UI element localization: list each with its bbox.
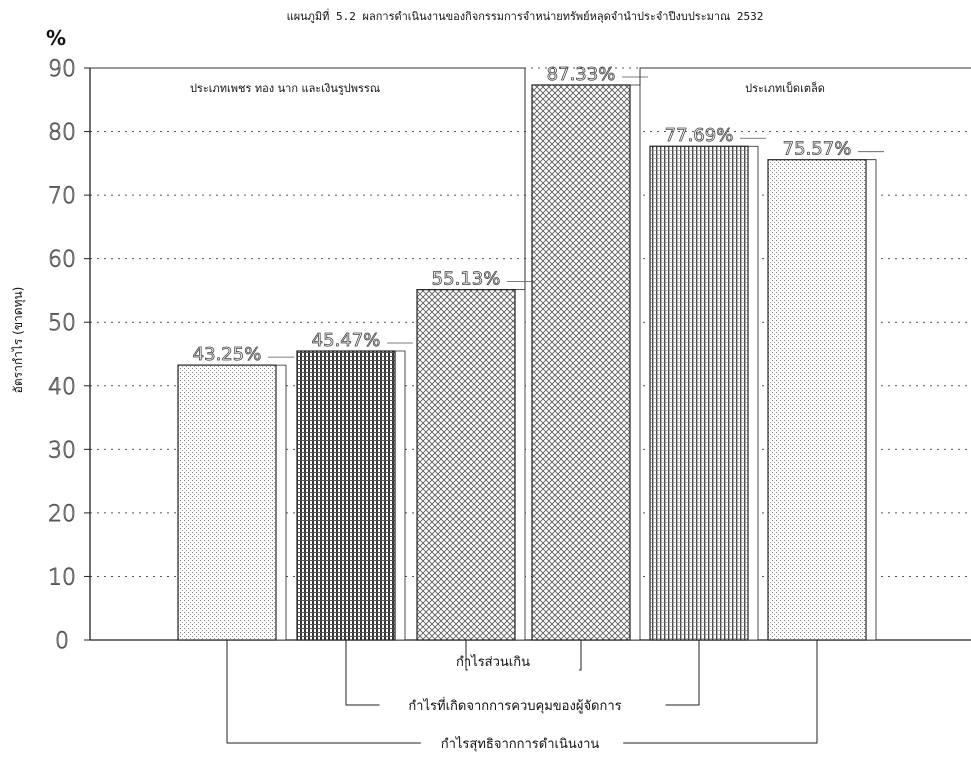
- bar-side-1: [394, 350, 406, 641]
- bar-side-5: [865, 159, 877, 641]
- bracket-label-net-operating-profit: กำไรสุทธิจากการดำเนินงาน: [441, 736, 600, 752]
- y-tick-label-30: 30: [48, 438, 76, 463]
- bar-side-4: [747, 145, 759, 641]
- y-unit-symbol: %: [46, 26, 66, 50]
- y-tick-label-40: 40: [48, 375, 76, 400]
- y-axis-label: อัตรากำไร (ขาดทุน): [11, 287, 26, 394]
- bracket-left-0: [465, 640, 468, 671]
- y-tick-label-60: 60: [48, 248, 76, 273]
- value-label-4: 77.69%: [665, 125, 734, 146]
- bar-2: [416, 289, 516, 641]
- bar-side-2: [514, 289, 526, 641]
- bracket-right-2: [623, 640, 818, 744]
- value-labels: 43.25% 45.47% 55.13% 87.33% 77.69% 75.57%: [192, 64, 884, 366]
- bracket-label-surplus-profit: กำไรส่วนเกิน: [456, 654, 530, 670]
- y-tick-label-50: 50: [48, 311, 76, 336]
- value-label-2: 55.13%: [432, 269, 501, 290]
- bar-4: [649, 145, 749, 641]
- panel-frame-right: [639, 67, 971, 85]
- chart-title: แผนภูมิที่ 5.2 ผลการดำเนินงานของกิจกรรมก…: [287, 8, 764, 23]
- value-label-0: 43.25%: [193, 344, 262, 365]
- bracket-right-0: [579, 640, 582, 671]
- bar-1: [296, 350, 396, 641]
- bar-5: [767, 159, 867, 641]
- value-label-1: 45.47%: [312, 330, 381, 351]
- bracket-left-2: [226, 640, 421, 744]
- y-tick-label-70: 70: [48, 184, 76, 209]
- y-axis-ticks: 0 10 20 30 40 50 60 70 80 90: [48, 57, 90, 654]
- bars: [177, 84, 877, 641]
- bracket-left-1: [345, 640, 380, 706]
- y-tick-label-10: 10: [48, 565, 76, 590]
- y-tick-label-0: 0: [55, 629, 69, 654]
- y-tick-label-20: 20: [48, 502, 76, 527]
- y-tick-label-80: 80: [48, 121, 76, 146]
- panel-frame-left: [90, 67, 526, 290]
- bar-side-3: [629, 84, 641, 641]
- group-label-gold-silver: ประเภทเพชร ทอง นาก และเงินรูปพรรณ: [190, 82, 380, 95]
- bar-3: [531, 84, 631, 641]
- value-label-5: 75.57%: [783, 139, 852, 160]
- value-label-3: 87.33%: [547, 64, 616, 85]
- y-tick-label-90: 90: [48, 57, 76, 82]
- group-label-misc: ประเภทเบ็ดเตล็ด: [745, 81, 825, 95]
- brackets: [226, 640, 818, 744]
- bracket-right-1: [665, 640, 700, 706]
- bracket-label-manager-profit: กำไรที่เกิดจากการควบคุมของผู้จัดการ: [408, 697, 621, 714]
- bar-0: [177, 364, 277, 641]
- bar-side-0: [275, 364, 287, 641]
